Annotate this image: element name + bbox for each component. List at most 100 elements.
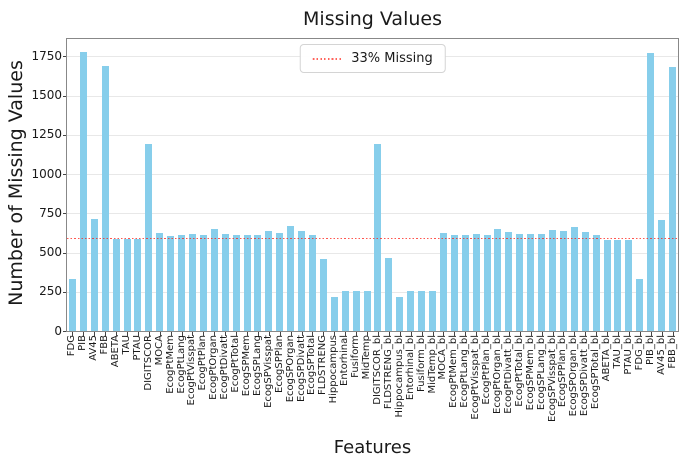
x-tick-mark xyxy=(214,332,216,336)
y-tick-label: 750 xyxy=(39,205,62,220)
x-tick-label: Entorhinal_bl xyxy=(404,335,416,401)
x-tick-mark xyxy=(596,332,598,336)
x-tick-mark xyxy=(672,332,674,336)
x-tick-mark xyxy=(399,332,401,336)
bar xyxy=(145,144,153,331)
bar xyxy=(439,233,447,331)
x-tick-label: Entorhinal xyxy=(339,335,351,386)
y-tick-mark xyxy=(62,95,66,97)
bar xyxy=(396,296,404,331)
x-tick-label: TAU_bl xyxy=(611,335,623,369)
bar xyxy=(308,234,316,331)
bar xyxy=(68,279,76,331)
y-tick-mark xyxy=(62,174,66,175)
bar xyxy=(418,290,426,331)
y-tick-mark xyxy=(62,252,66,254)
x-tick-mark xyxy=(181,332,183,336)
bar xyxy=(407,290,415,331)
bar xyxy=(276,232,284,331)
x-tick-mark xyxy=(465,332,467,336)
x-tick-label: EcogPtTotal_bl xyxy=(513,335,525,407)
x-tick-label: FDG_bl xyxy=(633,335,645,371)
bar xyxy=(592,235,600,331)
x-tick-label: FDG xyxy=(66,335,78,357)
x-tick-label: PTAU_bl xyxy=(622,335,634,375)
bar xyxy=(319,258,327,331)
x-tick-mark xyxy=(148,332,150,336)
x-tick-label: Fusiform_bl xyxy=(415,335,427,392)
x-tick-label: MidTemp_bl xyxy=(426,335,438,394)
x-tick-label: MOCA_bl xyxy=(437,335,449,380)
x-tick-mark xyxy=(628,332,630,336)
bar xyxy=(112,238,120,331)
bar xyxy=(134,239,142,331)
y-tick-mark xyxy=(62,213,66,215)
bar xyxy=(549,229,557,331)
x-tick-label: EcogPtDivatt_bl xyxy=(502,335,514,414)
y-axis-ticks: 0 250 500 750 1000 1250 1500 1750 xyxy=(0,39,62,337)
x-tick-mark xyxy=(585,332,587,336)
plot-area: 33% Missing xyxy=(66,38,679,332)
x-tick-mark xyxy=(192,332,194,336)
x-tick-label: EcogSPPlan xyxy=(273,335,285,393)
y-tick-mark xyxy=(62,56,66,58)
x-tick-label: EcogSPPlan_bl xyxy=(557,335,569,408)
x-tick-mark xyxy=(356,332,358,336)
x-tick-mark xyxy=(334,332,336,336)
bar xyxy=(658,219,666,331)
gridline xyxy=(67,95,678,97)
x-tick-mark xyxy=(127,332,128,336)
bar xyxy=(429,290,436,331)
x-tick-label: ABETA_bl xyxy=(601,335,613,382)
gridline xyxy=(67,134,678,136)
bar xyxy=(559,231,567,331)
x-tick-mark xyxy=(519,332,521,336)
gridline xyxy=(67,213,678,215)
x-tick-mark xyxy=(116,332,118,336)
x-tick-mark xyxy=(530,332,532,336)
bar xyxy=(505,232,513,331)
x-tick-label: EcogPtMem xyxy=(164,335,176,394)
x-tick-mark xyxy=(377,332,379,336)
chart-title: Missing Values xyxy=(303,8,442,30)
x-tick-label: MOCA xyxy=(153,335,165,366)
x-tick-mark xyxy=(137,332,139,336)
x-tick-mark xyxy=(421,332,423,336)
x-tick-mark xyxy=(552,332,554,336)
x-tick-mark xyxy=(508,332,510,336)
x-tick-label: ABETA xyxy=(110,335,122,368)
bar xyxy=(199,235,207,331)
y-tick-mark xyxy=(62,134,66,136)
bar xyxy=(363,290,371,331)
x-tick-label: FBB_bl xyxy=(666,335,678,369)
x-tick-label: Fusiform xyxy=(350,335,362,378)
x-tick-label: EcogPtMem_bl xyxy=(448,335,460,408)
x-tick-label: EcogPtOrgan_bl xyxy=(491,335,503,414)
x-tick-label: PTAU xyxy=(131,335,143,361)
bar xyxy=(232,235,240,331)
x-tick-label: EcogSPOrgan xyxy=(284,335,296,403)
x-tick-mark xyxy=(541,332,543,336)
x-tick-mark xyxy=(170,332,172,336)
bar xyxy=(483,235,491,331)
x-tick-mark xyxy=(432,332,434,336)
legend-label: 33% Missing xyxy=(351,51,433,66)
y-tick-label: 500 xyxy=(39,245,62,259)
bar xyxy=(494,228,502,331)
x-tick-label: EcogPtOrgan xyxy=(208,335,220,400)
x-tick-label: FLDSTRENG xyxy=(317,335,329,395)
x-tick-label: EcogSPMem_bl xyxy=(524,335,536,411)
x-tick-label: DIGITSCOR_bl xyxy=(371,335,383,405)
bar xyxy=(287,226,295,331)
bar xyxy=(669,67,677,331)
x-tick-mark xyxy=(323,332,325,336)
bar xyxy=(374,144,382,331)
y-tick-label: 0 xyxy=(54,323,62,338)
bar xyxy=(472,234,480,331)
bar xyxy=(352,290,360,331)
bar xyxy=(385,258,393,331)
bar xyxy=(210,229,218,331)
bar xyxy=(156,232,164,331)
x-tick-mark xyxy=(639,332,641,336)
x-tick-mark xyxy=(203,332,205,336)
